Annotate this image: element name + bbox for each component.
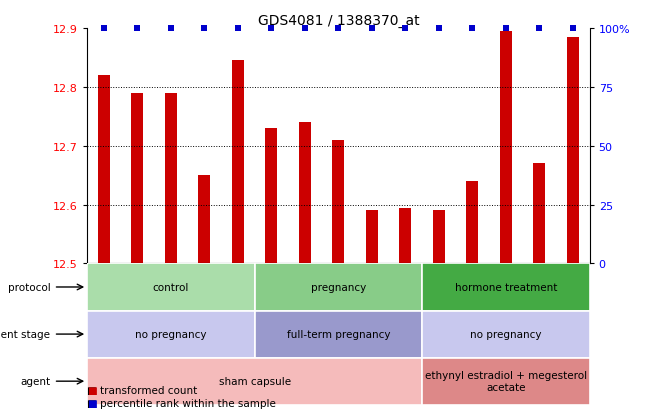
Text: hormone treatment: hormone treatment xyxy=(455,282,557,292)
Bar xyxy=(533,164,545,264)
Bar xyxy=(255,311,422,358)
Bar xyxy=(422,358,590,405)
Bar xyxy=(366,211,378,264)
Bar xyxy=(165,93,177,264)
Bar xyxy=(433,211,445,264)
Text: no pregnancy: no pregnancy xyxy=(470,329,541,339)
Bar xyxy=(198,176,210,264)
Bar xyxy=(399,208,411,264)
Bar xyxy=(87,358,422,405)
Text: sham capsule: sham capsule xyxy=(218,376,291,386)
Text: ■ transformed count: ■ transformed count xyxy=(87,385,198,395)
Text: protocol: protocol xyxy=(7,282,50,292)
Bar xyxy=(299,123,311,264)
Bar xyxy=(567,38,579,264)
Bar xyxy=(232,61,244,264)
Bar xyxy=(98,76,110,264)
Text: control: control xyxy=(153,282,189,292)
Title: GDS4081 / 1388370_at: GDS4081 / 1388370_at xyxy=(257,14,419,28)
Bar xyxy=(422,264,590,311)
Text: full-term pregnancy: full-term pregnancy xyxy=(287,329,390,339)
Text: ■: ■ xyxy=(87,385,97,395)
Bar xyxy=(131,93,143,264)
Bar xyxy=(500,32,512,264)
Text: ethynyl estradiol + megesterol
acetate: ethynyl estradiol + megesterol acetate xyxy=(425,370,587,392)
Bar xyxy=(255,264,422,311)
Bar xyxy=(422,311,590,358)
Text: ■ percentile rank within the sample: ■ percentile rank within the sample xyxy=(87,398,276,408)
Bar xyxy=(87,311,255,358)
Text: no pregnancy: no pregnancy xyxy=(135,329,206,339)
Bar xyxy=(466,182,478,264)
Bar xyxy=(332,140,344,264)
Text: ■: ■ xyxy=(87,398,97,408)
Text: pregnancy: pregnancy xyxy=(311,282,366,292)
Bar xyxy=(265,129,277,264)
Bar xyxy=(87,264,255,311)
Text: agent: agent xyxy=(20,376,50,386)
Text: development stage: development stage xyxy=(0,329,50,339)
